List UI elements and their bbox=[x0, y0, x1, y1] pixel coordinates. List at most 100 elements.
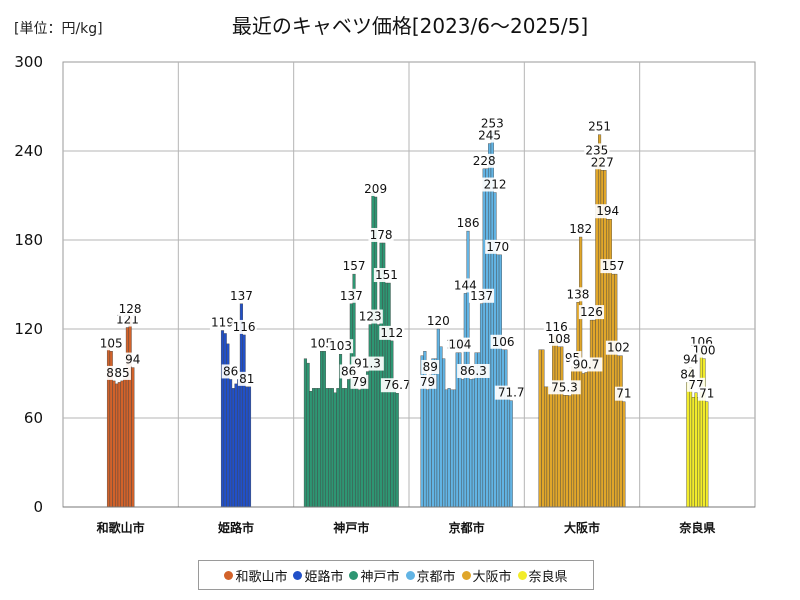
data-label: 137 bbox=[230, 289, 253, 303]
data-label: 76.7 bbox=[384, 378, 411, 392]
data-label: 86.3 bbox=[460, 364, 487, 378]
data-label: 137 bbox=[340, 289, 363, 303]
y-tick-label: 0 bbox=[33, 498, 43, 516]
data-label-bg bbox=[568, 222, 594, 237]
bar bbox=[344, 388, 348, 508]
data-label-bg bbox=[578, 305, 605, 320]
bar bbox=[546, 386, 550, 508]
data-label-bg bbox=[482, 177, 508, 192]
data-label-bg bbox=[327, 339, 354, 354]
bar bbox=[538, 349, 542, 508]
bar bbox=[309, 391, 313, 508]
bar bbox=[509, 400, 513, 508]
data-label: 94 bbox=[125, 353, 140, 367]
data-label: 157 bbox=[343, 259, 366, 273]
bar bbox=[117, 382, 121, 508]
bar bbox=[242, 334, 246, 508]
data-label-bg bbox=[494, 385, 528, 400]
bar bbox=[360, 379, 364, 508]
legend-item: 姫路市 bbox=[293, 566, 343, 585]
bar bbox=[504, 349, 508, 508]
x-tick-label: 京都市 bbox=[449, 520, 485, 535]
y-tick-label: 240 bbox=[14, 142, 43, 160]
bar bbox=[425, 389, 430, 508]
chart-legend: 和歌山市 姫路市 神戸市 京都市 大阪市 奈良県 bbox=[198, 560, 594, 590]
x-tick-label: 和歌山市 bbox=[96, 520, 145, 535]
data-label: 105 bbox=[100, 336, 123, 350]
data-label-bg bbox=[595, 204, 621, 219]
data-label-bg bbox=[341, 259, 367, 274]
bar bbox=[428, 374, 432, 508]
data-label: 128 bbox=[119, 302, 142, 316]
x-tick-label: 大阪市 bbox=[564, 520, 600, 535]
data-label: 186 bbox=[457, 216, 480, 230]
y-tick-label: 120 bbox=[14, 320, 43, 338]
bar bbox=[705, 401, 709, 508]
bar bbox=[115, 383, 119, 508]
bar bbox=[376, 324, 380, 508]
data-label-bg bbox=[373, 268, 400, 283]
bar bbox=[581, 373, 585, 508]
data-label: 178 bbox=[370, 228, 393, 242]
bar bbox=[447, 388, 451, 508]
data-label-bg bbox=[455, 216, 481, 231]
legend-item: 神戸市 bbox=[349, 566, 400, 585]
bar bbox=[363, 388, 367, 508]
bar bbox=[311, 388, 316, 508]
bar bbox=[622, 401, 626, 508]
data-label: 106 bbox=[492, 335, 515, 349]
bar bbox=[552, 336, 556, 508]
bar bbox=[565, 395, 569, 508]
data-label-bg bbox=[614, 386, 633, 401]
data-label: 119 bbox=[211, 315, 234, 329]
bar bbox=[333, 392, 337, 508]
data-label: 104 bbox=[448, 338, 471, 352]
legend-label: 奈良県 bbox=[528, 569, 568, 585]
data-label-bg bbox=[471, 153, 497, 168]
data-label: 89 bbox=[423, 360, 438, 374]
y-tick-label: 180 bbox=[14, 231, 43, 249]
bar bbox=[374, 196, 378, 508]
data-label-bg bbox=[113, 365, 131, 380]
data-label: 170 bbox=[486, 240, 509, 254]
bar bbox=[220, 330, 225, 508]
bar bbox=[349, 303, 353, 508]
data-label: 228 bbox=[473, 154, 496, 168]
y-tick-label: 60 bbox=[24, 409, 43, 427]
bar bbox=[314, 388, 318, 508]
data-label-bg bbox=[447, 337, 473, 352]
bar bbox=[498, 254, 502, 508]
data-label-bg bbox=[350, 374, 369, 389]
bar bbox=[128, 316, 132, 508]
bar bbox=[611, 273, 615, 508]
bar bbox=[603, 170, 607, 508]
data-label: 71.7 bbox=[498, 386, 525, 400]
data-label-bg bbox=[600, 259, 626, 274]
bar bbox=[347, 379, 351, 508]
data-label-bg bbox=[479, 116, 505, 131]
bar bbox=[352, 273, 356, 508]
bar bbox=[463, 293, 467, 508]
bar bbox=[387, 282, 391, 508]
legend-label: 和歌山市 bbox=[235, 569, 288, 585]
bar bbox=[461, 379, 465, 508]
bar bbox=[384, 282, 388, 508]
data-label: 102 bbox=[607, 341, 630, 355]
bar bbox=[231, 388, 235, 508]
bar bbox=[549, 386, 553, 508]
bar bbox=[328, 388, 332, 508]
bar bbox=[237, 379, 241, 508]
chart-title: 最近のキャベツ価格[2023/6～2025/5] bbox=[231, 14, 589, 38]
data-label-bg bbox=[357, 309, 383, 324]
data-label-bg bbox=[477, 128, 503, 143]
legend-item: 大阪市 bbox=[461, 566, 512, 585]
bar bbox=[554, 334, 558, 508]
bar bbox=[395, 393, 399, 508]
data-label: 245 bbox=[478, 129, 501, 143]
legend-label: 姫路市 bbox=[304, 569, 344, 585]
legend-item: 和歌山市 bbox=[224, 566, 287, 585]
data-label-bg bbox=[117, 302, 143, 317]
data-label: 71 bbox=[616, 387, 631, 401]
x-tick-label: 奈良県 bbox=[678, 520, 715, 535]
